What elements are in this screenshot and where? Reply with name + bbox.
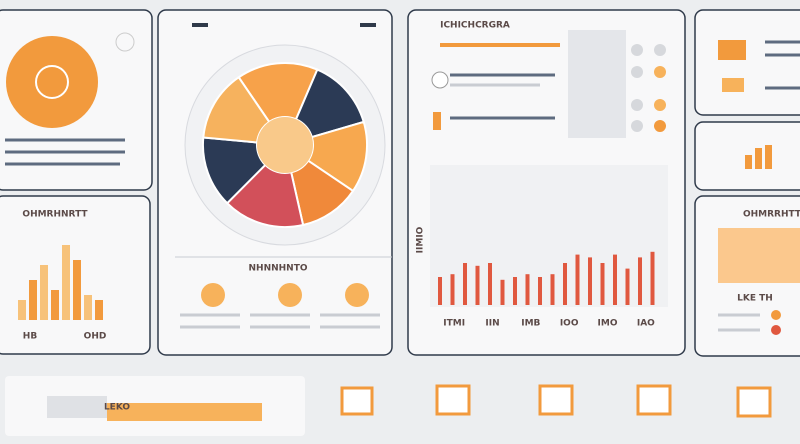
bar bbox=[62, 245, 70, 320]
x-tick-label: IMO bbox=[598, 319, 618, 329]
dot bbox=[631, 99, 643, 111]
bar bbox=[638, 257, 642, 305]
x-tick-label: IMB bbox=[521, 319, 540, 329]
bar bbox=[95, 300, 103, 320]
legend-label: HB bbox=[23, 332, 38, 342]
bar bbox=[463, 263, 467, 305]
legend-label: OHD bbox=[84, 332, 107, 342]
panel-title: OHMRRHTT bbox=[743, 210, 800, 220]
bar bbox=[650, 251, 655, 305]
bar bbox=[563, 263, 567, 305]
footer-label: LEKO bbox=[104, 403, 130, 413]
panel bbox=[694, 9, 800, 116]
bar bbox=[51, 290, 59, 320]
icon bbox=[433, 112, 441, 130]
panel-title: ICHICHCRGRA bbox=[440, 21, 510, 31]
bar bbox=[84, 295, 92, 320]
icon-bar bbox=[755, 148, 762, 169]
icon bbox=[340, 386, 374, 416]
icon bbox=[718, 40, 746, 60]
icon bbox=[722, 78, 744, 92]
axis-label: IIMIO bbox=[416, 226, 426, 253]
donut-center bbox=[257, 117, 313, 173]
bar bbox=[625, 268, 630, 305]
panel-title: NHNNHNTO bbox=[249, 264, 308, 274]
bar bbox=[525, 274, 530, 305]
bar bbox=[73, 260, 81, 320]
bar bbox=[575, 254, 580, 305]
dot bbox=[631, 66, 643, 78]
dot bbox=[654, 44, 666, 56]
bar bbox=[613, 254, 617, 305]
orange-orb bbox=[6, 36, 98, 128]
placeholder bbox=[47, 396, 107, 418]
icon bbox=[35, 65, 69, 99]
icon bbox=[636, 384, 672, 416]
dot bbox=[771, 310, 781, 320]
bar bbox=[600, 263, 605, 305]
icon bbox=[201, 283, 225, 307]
x-tick-label: ITMI bbox=[443, 319, 465, 329]
heatmap bbox=[718, 228, 800, 283]
dot bbox=[771, 325, 781, 335]
progress-fill bbox=[107, 403, 262, 421]
icon bbox=[538, 384, 574, 416]
dot bbox=[631, 44, 643, 56]
icon bbox=[435, 384, 471, 416]
icon bbox=[278, 283, 302, 307]
bar bbox=[29, 280, 37, 320]
panel-title: OHMRHNRTT bbox=[22, 210, 88, 220]
bar bbox=[18, 300, 26, 320]
x-tick-label: IOO bbox=[560, 319, 579, 329]
bar bbox=[588, 257, 592, 305]
icon bbox=[431, 71, 449, 89]
x-tick-label: IAO bbox=[637, 319, 655, 329]
icon-bar bbox=[765, 145, 772, 169]
bar bbox=[475, 265, 480, 305]
bar bbox=[513, 277, 517, 305]
icon bbox=[736, 386, 772, 418]
legend-label: LKE TH bbox=[737, 294, 773, 304]
dot bbox=[654, 99, 666, 111]
icon-bar bbox=[745, 155, 752, 169]
bar bbox=[450, 274, 455, 305]
bar bbox=[40, 265, 48, 320]
dot bbox=[631, 120, 643, 132]
icon bbox=[345, 283, 369, 307]
dot bbox=[654, 120, 666, 132]
bar bbox=[488, 263, 492, 305]
dot bbox=[654, 66, 666, 78]
bar bbox=[500, 279, 505, 305]
icon bbox=[115, 32, 135, 52]
x-tick-label: IIN bbox=[485, 319, 499, 329]
bar bbox=[438, 277, 442, 305]
placeholder bbox=[568, 30, 626, 138]
bar bbox=[538, 277, 542, 305]
bar bbox=[550, 274, 555, 305]
